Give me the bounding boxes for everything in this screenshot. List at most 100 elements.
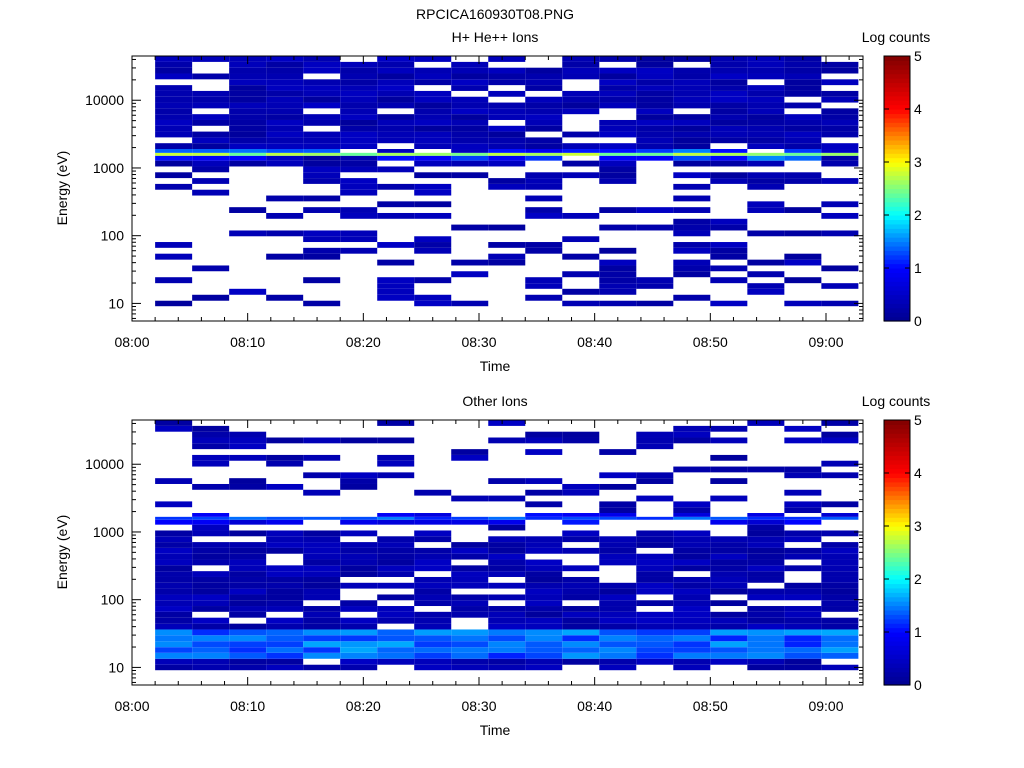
heatmap-cell xyxy=(562,172,600,179)
heatmap-cell xyxy=(266,102,304,109)
heatmap-cell xyxy=(414,143,452,150)
heatmap-cell xyxy=(673,90,711,97)
colorbar-segment xyxy=(884,632,910,638)
heatmap-cell xyxy=(525,611,563,618)
heatmap-cell xyxy=(155,183,193,190)
heatmap-cell xyxy=(562,160,600,167)
heatmap-cell xyxy=(266,542,304,548)
heatmap-cell xyxy=(562,253,600,260)
heatmap-cell xyxy=(340,166,378,173)
heatmap-cell xyxy=(562,483,600,490)
heatmap-cell xyxy=(377,454,415,461)
heatmap-cell xyxy=(710,425,748,432)
heatmap-cell xyxy=(192,516,230,520)
heatmap-cell xyxy=(747,230,785,237)
heatmap-cell xyxy=(340,207,378,213)
colorbar-segment xyxy=(884,175,910,181)
heatmap-cell xyxy=(747,73,785,80)
heatmap-cell xyxy=(451,553,489,560)
heatmap-cell xyxy=(784,114,822,120)
heatmap-cell xyxy=(488,253,526,260)
heatmap-cell xyxy=(192,90,230,97)
heatmap-cell xyxy=(747,90,785,97)
colorbar-segment xyxy=(884,530,910,536)
colorbar-segment xyxy=(884,680,910,686)
heatmap-cell xyxy=(340,230,378,237)
colorbar-label: Log counts xyxy=(862,393,931,409)
heatmap-cell xyxy=(192,149,230,153)
heatmap-cell xyxy=(525,536,563,543)
colorbar-segment xyxy=(884,556,910,562)
heatmap-cell xyxy=(710,253,748,260)
heatmap-cell xyxy=(488,623,526,630)
heatmap-cell xyxy=(229,102,267,109)
heatmap-cell xyxy=(414,588,452,595)
heatmap-cell xyxy=(155,277,193,284)
colorbar-segment xyxy=(884,148,910,154)
heatmap-cell xyxy=(192,483,230,490)
heatmap-cell xyxy=(525,547,563,554)
colorbar-segment xyxy=(884,100,910,106)
heatmap-cell xyxy=(377,277,415,284)
heatmap-cell xyxy=(599,623,637,630)
heatmap-cell xyxy=(599,483,637,490)
heatmap-cell xyxy=(747,160,785,167)
colorbar-tick-label: 0 xyxy=(914,313,922,329)
heatmap-cell xyxy=(747,85,785,91)
heatmap-cell xyxy=(340,617,378,624)
heatmap-cell xyxy=(488,542,526,548)
colorbar-segment xyxy=(884,583,910,589)
colorbar-segment xyxy=(884,534,910,540)
heatmap-cell xyxy=(488,547,526,554)
x-tick-label: 08:00 xyxy=(114,334,149,350)
heatmap-cell xyxy=(710,265,748,272)
heatmap-cell xyxy=(747,516,785,520)
heatmap-cell xyxy=(414,189,452,196)
heatmap-cell xyxy=(451,67,489,74)
heatmap-cell xyxy=(636,559,674,566)
heatmap-cell xyxy=(636,108,674,115)
heatmap-cell xyxy=(747,207,785,213)
heatmap-cell xyxy=(377,283,415,289)
heatmap-cell xyxy=(229,658,267,665)
heatmap-cells xyxy=(155,56,859,307)
heatmap-cell xyxy=(747,259,785,266)
heatmap-cell xyxy=(821,283,859,289)
heatmap-cell xyxy=(673,466,711,473)
colorbar-segment xyxy=(884,95,910,101)
heatmap-cell xyxy=(229,641,267,648)
heatmap-cell xyxy=(414,212,452,219)
heatmap-cell xyxy=(155,530,193,537)
heatmap-cell xyxy=(192,454,230,461)
heatmap-cell xyxy=(525,195,563,202)
heatmap-cell xyxy=(562,641,600,648)
heatmap-cell xyxy=(599,629,637,636)
heatmap-cell xyxy=(784,507,822,514)
heatmap-cell xyxy=(488,73,526,80)
heatmap-cell xyxy=(488,259,526,266)
heatmap-cell xyxy=(636,565,674,572)
heatmap-cell xyxy=(747,571,785,577)
heatmap-cell xyxy=(229,114,267,120)
heatmap-cell xyxy=(192,600,230,607)
x-tick-label: 08:20 xyxy=(346,334,381,350)
heatmap-cell xyxy=(303,623,341,630)
heatmap-cell xyxy=(303,606,341,612)
heatmap-cell xyxy=(784,472,822,479)
heatmap-cell xyxy=(488,495,526,502)
heatmap-cell xyxy=(192,152,230,156)
heatmap-cell xyxy=(525,478,563,484)
heatmap-cell xyxy=(488,553,526,560)
y-tick-label: 1000 xyxy=(93,160,124,176)
heatmap-cell xyxy=(303,629,341,636)
x-tick-label: 08:10 xyxy=(230,334,265,350)
heatmap-cell xyxy=(636,283,674,289)
heatmap-cell xyxy=(414,641,452,648)
heatmap-cell xyxy=(192,629,230,636)
heatmap-cell xyxy=(784,259,822,266)
x-tick-label: 08:00 xyxy=(114,698,149,714)
heatmap-cell xyxy=(821,472,859,479)
heatmap-cell xyxy=(303,565,341,572)
heatmap-cell xyxy=(229,137,267,144)
colorbar-segment xyxy=(884,223,910,229)
